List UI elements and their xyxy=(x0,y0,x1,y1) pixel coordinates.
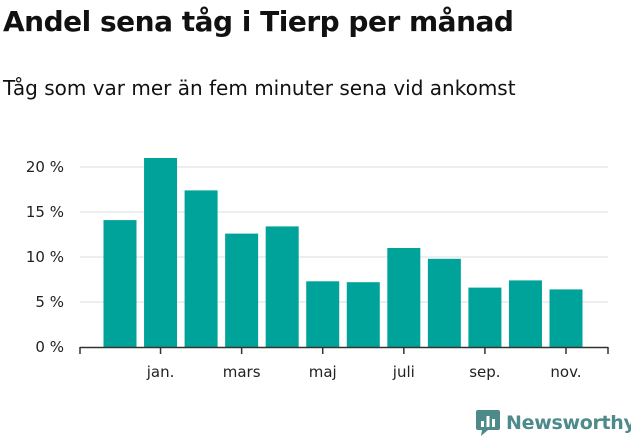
bar-aug xyxy=(427,258,461,347)
bar-mars xyxy=(225,233,259,347)
bar-chart: 0 % 5 % 10 % 15 % 20 % jan. mars maj juli sep. no… xyxy=(26,158,609,381)
bar-sep xyxy=(468,287,502,347)
y-tick-label: 10 % xyxy=(26,248,64,266)
y-tick-label: 5 % xyxy=(35,293,64,311)
bar-nov xyxy=(549,289,583,347)
x-tick-label: nov. xyxy=(550,363,581,381)
x-tick-label: jan. xyxy=(146,363,175,381)
x-axis xyxy=(79,346,609,354)
bar-feb xyxy=(184,190,218,347)
brand-logo: Newsworthy xyxy=(476,407,631,439)
newsworthy-logo-icon xyxy=(476,410,500,436)
bar-jan xyxy=(144,158,178,347)
y-tick-label: 20 % xyxy=(26,158,64,176)
chart-subtitle: Tåg som var mer än fem minuter sena vid … xyxy=(3,76,516,100)
bar-okt xyxy=(508,280,542,347)
bar-apr xyxy=(265,226,299,347)
brand-name: Newsworthy xyxy=(506,412,631,434)
chart-title: Andel sena tåg i Tierp per månad xyxy=(3,5,514,38)
bar-juni xyxy=(346,282,380,347)
bar-juli xyxy=(387,248,421,347)
x-tick-label: maj xyxy=(309,363,337,381)
x-tick-labels: jan. mars maj juli sep. nov. xyxy=(146,363,582,381)
x-tick-label: sep. xyxy=(469,363,500,381)
y-tick-labels: 0 % 5 % 10 % 15 % 20 % xyxy=(26,158,64,356)
y-tick-label: 15 % xyxy=(26,203,64,221)
bar-dec xyxy=(103,220,137,347)
bars xyxy=(103,158,583,347)
x-tick-label: juli xyxy=(392,363,415,381)
y-tick-label: 0 % xyxy=(35,338,64,356)
x-tick-label: mars xyxy=(223,363,261,381)
bar-maj xyxy=(306,281,340,347)
